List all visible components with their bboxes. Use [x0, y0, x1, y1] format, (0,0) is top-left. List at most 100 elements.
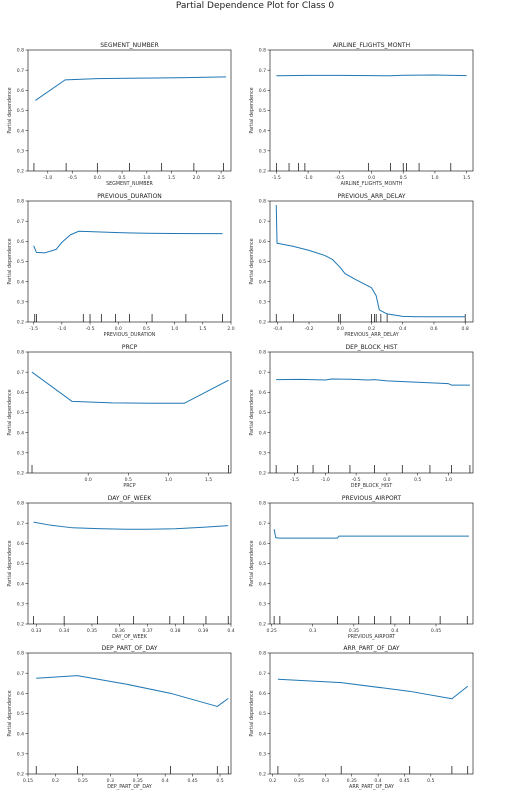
y-tick-label: 0.4 [259, 430, 266, 436]
x-tick-label: 1.0 [165, 477, 172, 483]
y-tick-label: 0.8 [17, 651, 24, 657]
y-tick-label: 0.4 [259, 731, 266, 737]
x-tick-label: 0.5 [216, 778, 223, 784]
x-tick-label: 0.25 [267, 628, 277, 634]
x-tick-label: 0.6 [430, 326, 437, 332]
y-tick-label: 0.5 [259, 711, 266, 717]
x-tick-label: 0.5 [414, 477, 421, 483]
x-tick-label: 0.5 [143, 326, 150, 332]
x-tick-label: 0.45 [399, 778, 409, 784]
y-tick-label: 0.8 [17, 501, 24, 507]
x-axis-label: DEP_PART_OF_DAY [107, 784, 152, 790]
y-tick-label: 0.7 [17, 521, 24, 527]
panel-title: DEP_PART_OF_DAY [102, 645, 158, 652]
x-tick-label: 0.0 [115, 326, 122, 332]
plot-frame [27, 200, 232, 323]
x-tick-label: -0.5 [86, 326, 95, 332]
partial-dependence-line [276, 74, 467, 77]
partial-dependence-line [31, 371, 229, 404]
x-tick-label: 0.15 [23, 778, 33, 784]
x-tick-label: 0.4 [391, 628, 398, 634]
y-tick-label: 0.7 [17, 671, 24, 677]
y-tick-label: 0.6 [259, 88, 266, 94]
y-tick-label: 0.7 [259, 370, 266, 376]
pdp-panel-dep-block-hist: DEP_BLOCK_HIST 0.2 0.3 0.4 0.5 0.6 0.7 0.8 -1.5 -… [249, 344, 474, 489]
y-tick-label: 0.5 [259, 259, 266, 265]
y-tick-label: 0.4 [17, 731, 24, 737]
partial-dependence-line [33, 521, 229, 530]
y-tick-label: 0.2 [259, 169, 266, 175]
y-tick-label: 0.8 [259, 48, 266, 54]
x-tick-label: 0.4 [227, 628, 234, 634]
x-axis-label: SEGMENT_NUMBER [106, 181, 153, 187]
x-tick-label: 0.36 [115, 628, 125, 634]
x-tick-label: 0.34 [59, 628, 69, 634]
y-tick-label: 0.6 [259, 691, 266, 697]
x-tick-label: 0.5 [118, 175, 125, 181]
x-tick-label: 0.8 [462, 326, 469, 332]
y-tick-label: 0.2 [259, 320, 266, 326]
pdp-panel-previous-duration: PREVIOUS_DURATION 0.2 0.3 0.4 0.5 0.6 0.7 0.8 -1… [7, 193, 235, 338]
y-tick-label: 0.5 [259, 561, 266, 567]
x-tick-label: 2.0 [227, 326, 234, 332]
x-axis-label: PREVIOUS_DURATION [104, 332, 156, 338]
x-tick-label: -1.0 [321, 477, 330, 483]
panel-title: PREVIOUS_DURATION [97, 193, 162, 200]
y-tick-label: 0.4 [259, 128, 266, 134]
partial-dependence-line [33, 230, 223, 254]
plot-frame [269, 502, 474, 625]
x-tick-label: 1.0 [171, 326, 178, 332]
panel-title: PREVIOUS_ARR_DELAY [337, 193, 405, 200]
x-tick-label: -0.4 [273, 326, 282, 332]
panels: SEGMENT_NUMBER 0.2 0.3 0.4 0.5 0.6 0.7 0.8 -1.0 -… [7, 42, 474, 790]
y-tick-label: 0.2 [17, 622, 24, 628]
y-tick-label: 0.3 [17, 299, 24, 305]
y-tick-label: 0.7 [17, 370, 24, 376]
y-tick-label: 0.8 [17, 48, 24, 54]
x-tick-label: 0.2 [52, 778, 59, 784]
x-tick-label: 1.5 [205, 477, 212, 483]
y-axis-label: Partial dependence [7, 540, 13, 586]
y-tick-label: 0.6 [259, 541, 266, 547]
pdp-panel-day-of-week: DAY_OF_WEEK 0.2 0.3 0.4 0.5 0.6 0.7 0.8 0.33 0.34… [7, 495, 235, 640]
partial-dependence-line [36, 675, 229, 707]
x-axis-label: PREVIOUS_AIRPORT [348, 634, 395, 640]
y-tick-label: 0.6 [17, 239, 24, 245]
y-tick-label: 0.3 [259, 148, 266, 154]
y-axis-label: Partial dependence [7, 238, 13, 284]
x-tick-label: 0.35 [133, 778, 143, 784]
y-tick-label: 0.2 [259, 622, 266, 628]
x-tick-label: 0.0 [383, 477, 390, 483]
x-tick-label: 0.4 [374, 778, 381, 784]
x-tick-label: 0.0 [94, 175, 101, 181]
x-tick-label: 0.4 [162, 778, 169, 784]
x-tick-label: 0.35 [349, 628, 359, 634]
y-tick-label: 0.7 [259, 521, 266, 527]
y-tick-label: 0.6 [17, 541, 24, 547]
x-axis-label: PRCP [123, 483, 135, 489]
x-tick-label: 0.37 [142, 628, 152, 634]
x-tick-label: 2.0 [193, 175, 200, 181]
plot-frame [269, 351, 474, 474]
y-tick-label: 0.3 [259, 299, 266, 305]
x-tick-label: 0.0 [368, 175, 375, 181]
y-tick-label: 0.3 [17, 601, 24, 607]
panel-title: AIRLINE_FLIGHTS_MONTH [333, 42, 410, 49]
x-axis-label: ARR_PART_OF_DAY [349, 784, 394, 790]
y-axis-label: Partial dependence [249, 690, 255, 736]
plot-frame [27, 652, 232, 775]
y-tick-label: 0.6 [17, 88, 24, 94]
x-tick-label: 0.2 [368, 326, 375, 332]
y-tick-label: 0.2 [17, 471, 24, 477]
x-axis-label: PREVIOUS_ARR_DELAY [344, 332, 398, 338]
panel-title: PRCP [122, 344, 138, 351]
y-tick-label: 0.8 [259, 651, 266, 657]
x-tick-label: 0.35 [347, 778, 357, 784]
y-tick-label: 0.5 [17, 561, 24, 567]
x-tick-label: 0.3 [107, 778, 114, 784]
y-tick-label: 0.6 [259, 390, 266, 396]
y-tick-label: 0.2 [17, 169, 24, 175]
y-tick-label: 0.5 [259, 410, 266, 416]
x-tick-label: 0.39 [198, 628, 208, 634]
y-tick-label: 0.2 [17, 320, 24, 326]
